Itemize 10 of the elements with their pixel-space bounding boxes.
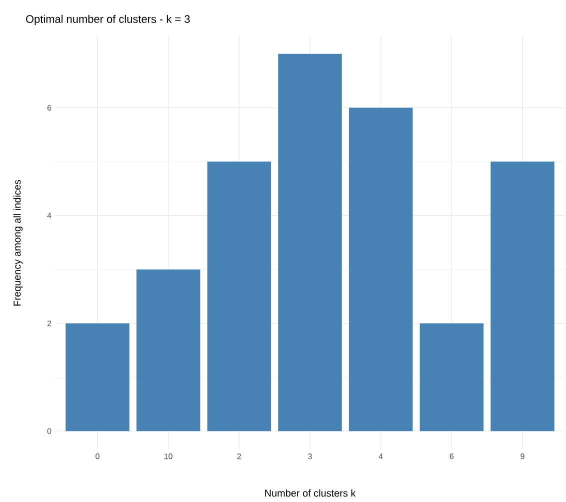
- x-axis-title: Number of clusters k: [265, 489, 356, 497]
- bar: [207, 162, 272, 432]
- bar: [278, 54, 342, 432]
- chart-title: Optimal number of clusters - k = 3: [26, 14, 190, 26]
- bar: [348, 108, 413, 432]
- bar: [420, 323, 484, 432]
- bar: [136, 269, 200, 432]
- bar: [66, 323, 130, 432]
- y-axis-title: Frequency among all indices: [13, 180, 23, 306]
- bar: [490, 162, 554, 432]
